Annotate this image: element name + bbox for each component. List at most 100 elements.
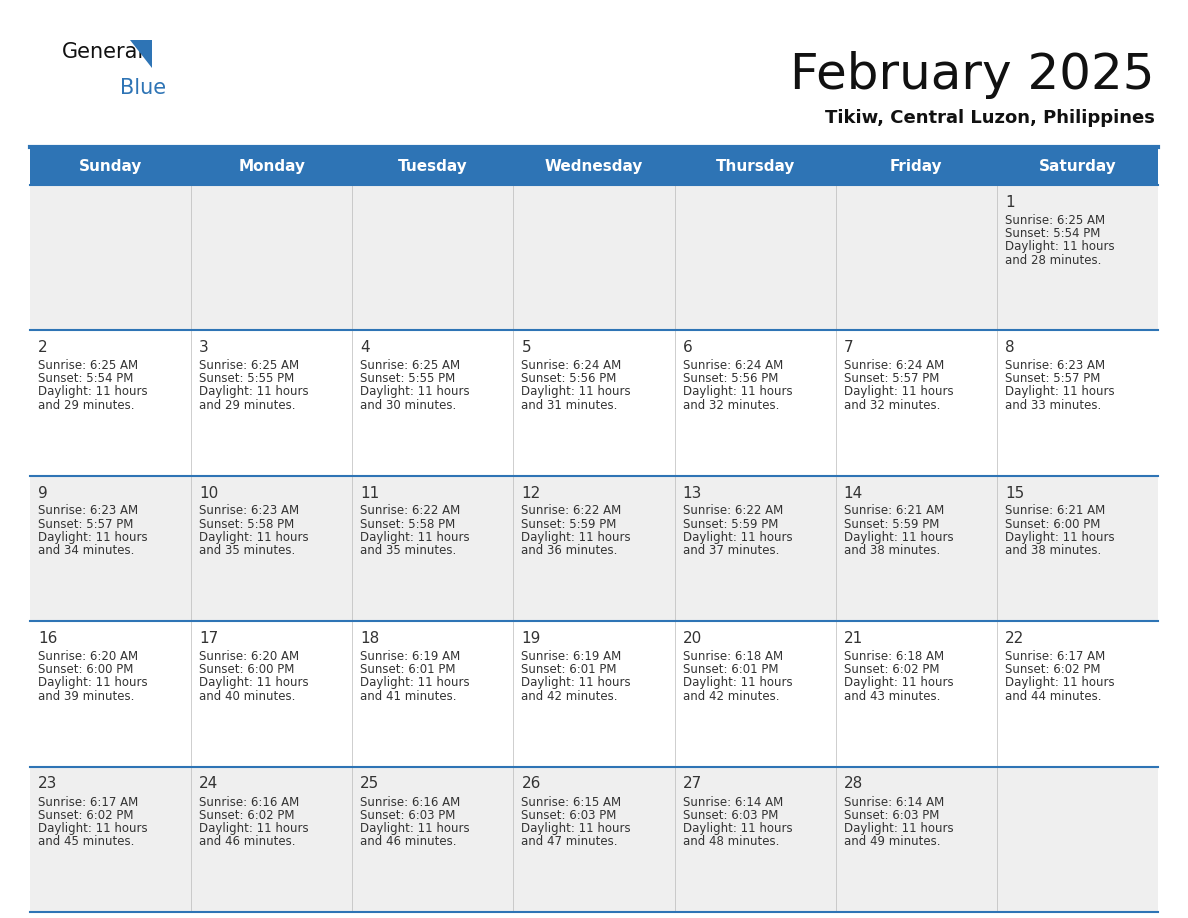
Text: 7: 7 [843, 340, 853, 355]
Text: Daylight: 11 hours: Daylight: 11 hours [200, 822, 309, 834]
Text: Daylight: 11 hours: Daylight: 11 hours [38, 677, 147, 689]
Text: Sunrise: 6:25 AM: Sunrise: 6:25 AM [38, 359, 138, 372]
Text: 6: 6 [683, 340, 693, 355]
Text: Daylight: 11 hours: Daylight: 11 hours [843, 822, 953, 834]
Text: 3: 3 [200, 340, 209, 355]
Text: Daylight: 11 hours: Daylight: 11 hours [1005, 241, 1114, 253]
Text: Sunset: 6:02 PM: Sunset: 6:02 PM [38, 809, 133, 822]
Text: Sunrise: 6:18 AM: Sunrise: 6:18 AM [843, 650, 943, 663]
Text: and 43 minutes.: and 43 minutes. [843, 689, 940, 702]
Text: and 39 minutes.: and 39 minutes. [38, 689, 134, 702]
Text: 12: 12 [522, 486, 541, 500]
Text: Sunset: 5:57 PM: Sunset: 5:57 PM [1005, 372, 1100, 386]
Text: Sunset: 5:54 PM: Sunset: 5:54 PM [38, 372, 133, 386]
Text: and 49 minutes.: and 49 minutes. [843, 835, 940, 848]
Text: and 35 minutes.: and 35 minutes. [200, 544, 296, 557]
Text: 27: 27 [683, 777, 702, 791]
Text: Sunrise: 6:17 AM: Sunrise: 6:17 AM [38, 796, 138, 809]
Text: 23: 23 [38, 777, 57, 791]
Text: Sunrise: 6:22 AM: Sunrise: 6:22 AM [360, 505, 461, 518]
Text: Daylight: 11 hours: Daylight: 11 hours [38, 822, 147, 834]
Text: Sunset: 5:56 PM: Sunset: 5:56 PM [522, 372, 617, 386]
Text: Sunset: 6:01 PM: Sunset: 6:01 PM [360, 663, 456, 677]
Text: and 28 minutes.: and 28 minutes. [1005, 253, 1101, 266]
Text: Daylight: 11 hours: Daylight: 11 hours [360, 822, 470, 834]
Text: Sunset: 6:03 PM: Sunset: 6:03 PM [360, 809, 456, 822]
Text: Sunset: 6:00 PM: Sunset: 6:00 PM [1005, 518, 1100, 531]
Text: Sunrise: 6:14 AM: Sunrise: 6:14 AM [683, 796, 783, 809]
Text: and 30 minutes.: and 30 minutes. [360, 398, 456, 411]
Text: February 2025: February 2025 [790, 51, 1155, 99]
Text: Sunrise: 6:23 AM: Sunrise: 6:23 AM [38, 505, 138, 518]
Text: Daylight: 11 hours: Daylight: 11 hours [200, 386, 309, 398]
Text: Sunset: 5:54 PM: Sunset: 5:54 PM [1005, 227, 1100, 241]
Text: Sunrise: 6:22 AM: Sunrise: 6:22 AM [683, 505, 783, 518]
Text: and 46 minutes.: and 46 minutes. [360, 835, 456, 848]
Text: and 37 minutes.: and 37 minutes. [683, 544, 779, 557]
Text: 5: 5 [522, 340, 531, 355]
Text: 2: 2 [38, 340, 48, 355]
Text: Sunrise: 6:21 AM: Sunrise: 6:21 AM [1005, 505, 1105, 518]
Text: Daylight: 11 hours: Daylight: 11 hours [200, 677, 309, 689]
Text: Daylight: 11 hours: Daylight: 11 hours [683, 822, 792, 834]
Text: 15: 15 [1005, 486, 1024, 500]
Text: Sunrise: 6:21 AM: Sunrise: 6:21 AM [843, 505, 944, 518]
Text: Sunset: 6:00 PM: Sunset: 6:00 PM [200, 663, 295, 677]
Text: Daylight: 11 hours: Daylight: 11 hours [522, 677, 631, 689]
Text: Sunrise: 6:16 AM: Sunrise: 6:16 AM [360, 796, 461, 809]
Text: 14: 14 [843, 486, 862, 500]
Text: Sunset: 5:59 PM: Sunset: 5:59 PM [843, 518, 939, 531]
Text: Sunrise: 6:25 AM: Sunrise: 6:25 AM [200, 359, 299, 372]
Text: Sunset: 6:02 PM: Sunset: 6:02 PM [843, 663, 940, 677]
Text: Sunset: 6:00 PM: Sunset: 6:00 PM [38, 663, 133, 677]
Text: 20: 20 [683, 631, 702, 646]
Text: and 29 minutes.: and 29 minutes. [38, 398, 134, 411]
Text: Daylight: 11 hours: Daylight: 11 hours [1005, 531, 1114, 543]
Text: 16: 16 [38, 631, 57, 646]
Text: Sunset: 5:59 PM: Sunset: 5:59 PM [683, 518, 778, 531]
Text: Sunrise: 6:24 AM: Sunrise: 6:24 AM [683, 359, 783, 372]
Text: Sunrise: 6:24 AM: Sunrise: 6:24 AM [843, 359, 944, 372]
Text: and 45 minutes.: and 45 minutes. [38, 835, 134, 848]
Text: Sunrise: 6:24 AM: Sunrise: 6:24 AM [522, 359, 621, 372]
Text: Sunrise: 6:25 AM: Sunrise: 6:25 AM [1005, 214, 1105, 227]
Text: 11: 11 [360, 486, 379, 500]
Text: and 42 minutes.: and 42 minutes. [522, 689, 618, 702]
Text: 9: 9 [38, 486, 48, 500]
Text: Daylight: 11 hours: Daylight: 11 hours [522, 386, 631, 398]
Text: Sunrise: 6:14 AM: Sunrise: 6:14 AM [843, 796, 944, 809]
Text: Tuesday: Tuesday [398, 159, 468, 174]
Text: and 42 minutes.: and 42 minutes. [683, 689, 779, 702]
Text: 13: 13 [683, 486, 702, 500]
Text: Blue: Blue [120, 78, 166, 98]
Text: Daylight: 11 hours: Daylight: 11 hours [360, 677, 470, 689]
Text: Daylight: 11 hours: Daylight: 11 hours [843, 677, 953, 689]
Text: and 34 minutes.: and 34 minutes. [38, 544, 134, 557]
Text: 10: 10 [200, 486, 219, 500]
Text: Daylight: 11 hours: Daylight: 11 hours [683, 386, 792, 398]
Text: Sunset: 5:57 PM: Sunset: 5:57 PM [38, 518, 133, 531]
Text: and 44 minutes.: and 44 minutes. [1005, 689, 1101, 702]
Text: Daylight: 11 hours: Daylight: 11 hours [683, 531, 792, 543]
Text: Sunrise: 6:23 AM: Sunrise: 6:23 AM [200, 505, 299, 518]
Text: 4: 4 [360, 340, 369, 355]
Text: General: General [62, 42, 144, 62]
Text: Monday: Monday [239, 159, 305, 174]
Text: Thursday: Thursday [715, 159, 795, 174]
Text: Sunset: 5:58 PM: Sunset: 5:58 PM [200, 518, 295, 531]
Text: Daylight: 11 hours: Daylight: 11 hours [1005, 386, 1114, 398]
Text: Daylight: 11 hours: Daylight: 11 hours [360, 386, 470, 398]
Text: Sunrise: 6:20 AM: Sunrise: 6:20 AM [200, 650, 299, 663]
Text: Sunrise: 6:17 AM: Sunrise: 6:17 AM [1005, 650, 1105, 663]
Text: 22: 22 [1005, 631, 1024, 646]
Text: and 47 minutes.: and 47 minutes. [522, 835, 618, 848]
Text: Sunset: 5:56 PM: Sunset: 5:56 PM [683, 372, 778, 386]
Text: Sunset: 6:01 PM: Sunset: 6:01 PM [683, 663, 778, 677]
Text: Sunrise: 6:16 AM: Sunrise: 6:16 AM [200, 796, 299, 809]
Text: and 33 minutes.: and 33 minutes. [1005, 398, 1101, 411]
Text: and 29 minutes.: and 29 minutes. [200, 398, 296, 411]
Text: Saturday: Saturday [1038, 159, 1117, 174]
Text: Sunrise: 6:19 AM: Sunrise: 6:19 AM [360, 650, 461, 663]
Text: Sunset: 6:03 PM: Sunset: 6:03 PM [522, 809, 617, 822]
Text: Sunset: 6:01 PM: Sunset: 6:01 PM [522, 663, 617, 677]
